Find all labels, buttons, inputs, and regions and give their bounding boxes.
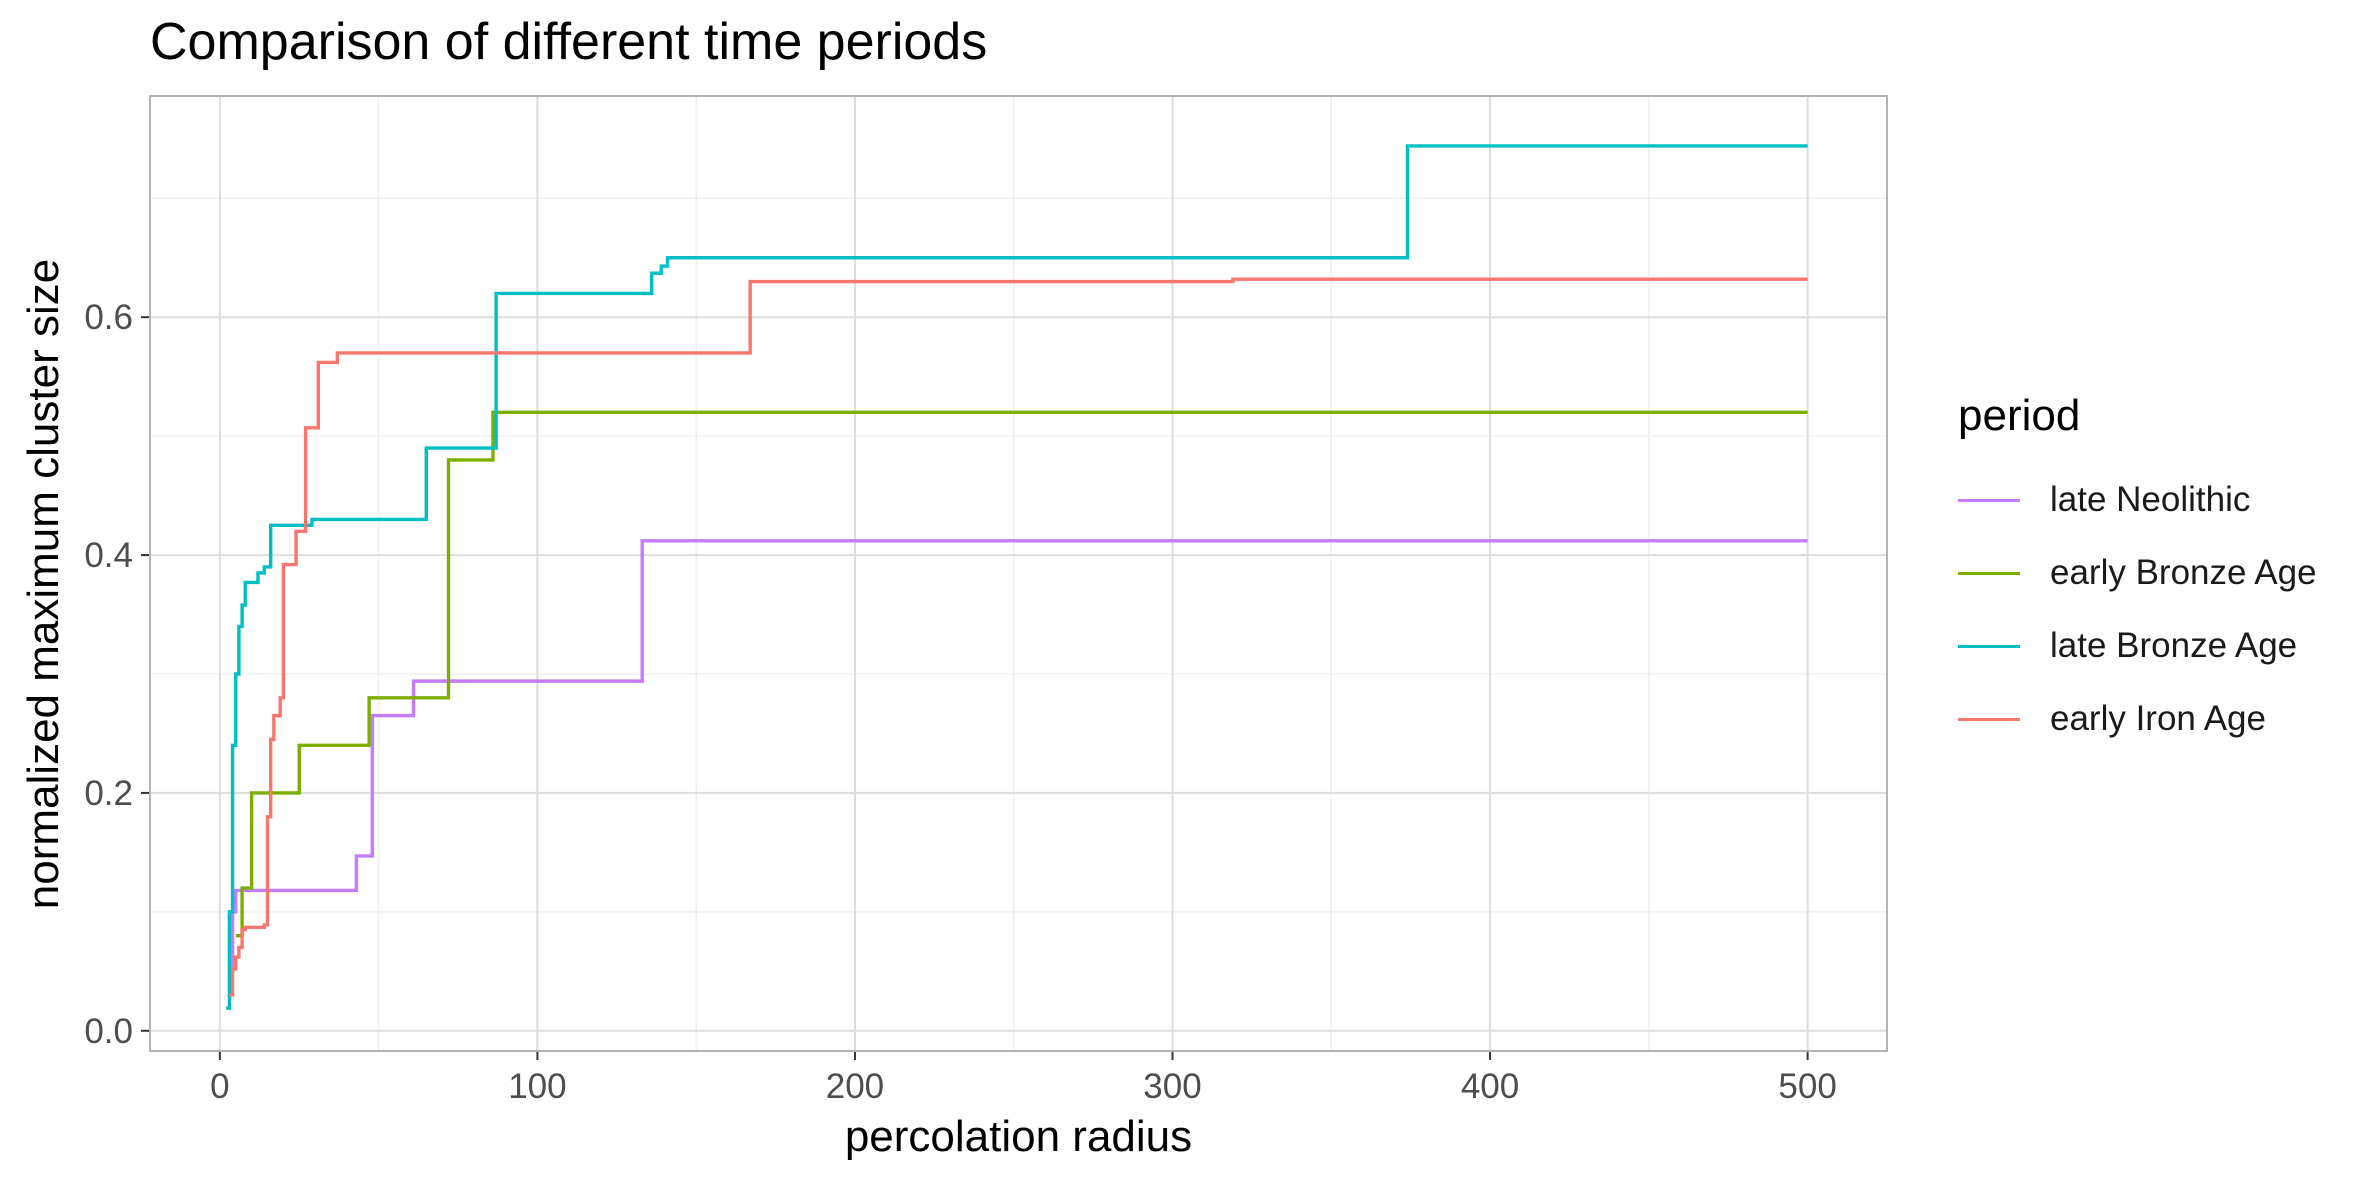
- legend-label: early Iron Age: [2050, 699, 2266, 738]
- x-tick-label: 100: [508, 1067, 566, 1106]
- legend-key: [1958, 645, 2020, 648]
- plot-panel-border: [149, 95, 1888, 1052]
- legend-label: late Bronze Age: [2050, 626, 2298, 665]
- legend-key: [1958, 718, 2020, 721]
- legend-label: late Neolithic: [2050, 480, 2251, 519]
- x-axis-label: percolation radius: [844, 1112, 1193, 1161]
- legend-title: period: [1958, 391, 2081, 440]
- x-tick-label: 200: [826, 1067, 884, 1106]
- series-line-early-iron-age: [229, 277, 1808, 997]
- legend-label: early Bronze Age: [2050, 553, 2317, 592]
- legend-key: [1958, 499, 2020, 502]
- x-tick-label: 500: [1778, 1067, 1836, 1106]
- series-line-late-neolithic: [229, 539, 1808, 974]
- x-tick-label: 300: [1143, 1067, 1201, 1106]
- x-tick-label: 0: [210, 1067, 229, 1106]
- y-tick-label: 0.6: [84, 298, 133, 337]
- y-tick-label: 0.2: [84, 774, 133, 813]
- y-tick-label: 0.4: [84, 536, 133, 575]
- y-axis-label: normalized maximum cluster size: [19, 258, 68, 910]
- chart-title: Comparison of different time periods: [150, 13, 988, 71]
- y-tick-label: 0.0: [84, 1012, 133, 1051]
- series-line-early-bronze-age: [235, 410, 1808, 938]
- x-tick-label: 400: [1461, 1067, 1519, 1106]
- series-line-late-bronze-age: [226, 144, 1808, 1010]
- legend-key: [1958, 572, 2020, 575]
